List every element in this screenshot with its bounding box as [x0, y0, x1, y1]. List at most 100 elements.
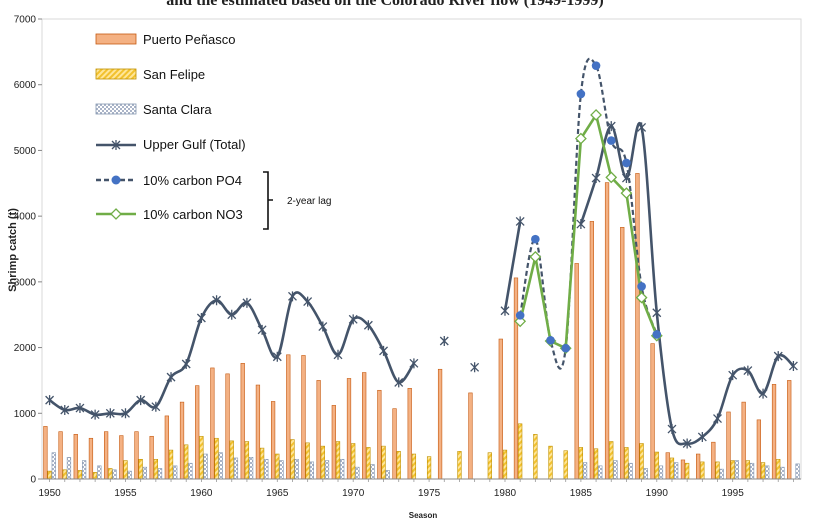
legend-marker-po4 [111, 175, 121, 185]
bar-santa-clara [628, 462, 633, 480]
bar-santa-clara [218, 452, 223, 480]
bar-puerto-penasco [635, 173, 640, 480]
bar-puerto-penasco [58, 431, 63, 480]
po4-marker [622, 158, 631, 168]
upper-gulf-marker [470, 362, 480, 373]
x-tick-label: 1970 [342, 488, 365, 499]
bar-santa-clara [613, 460, 618, 480]
bar-santa-clara [279, 460, 284, 480]
upper-gulf-marker [272, 351, 282, 362]
upper-gulf-marker [212, 295, 222, 306]
y-tick-label: 3000 [14, 277, 37, 288]
upper-gulf-marker [697, 431, 707, 442]
y-tick-label: 1000 [14, 409, 37, 420]
bar-puerto-penasco [620, 227, 625, 480]
upper-gulf-marker [136, 395, 146, 406]
bar-puerto-penasco [589, 221, 595, 480]
bar-puerto-penasco [726, 411, 731, 480]
po4-marker [546, 336, 555, 345]
bar-puerto-penasco [787, 380, 792, 480]
legend: Puerto Peñasco San Felipe Santa Clara Up… [95, 32, 331, 230]
upper-gulf-marker [743, 365, 753, 376]
y-tick-label: 6000 [14, 80, 37, 91]
legend-marker-upper-gulf [111, 140, 121, 150]
bar-puerto-penasco [665, 452, 670, 480]
bar-santa-clara [734, 460, 740, 480]
legend-label-no3: 10% carbon NO3 [143, 207, 243, 222]
bar-santa-clara [780, 466, 785, 480]
bar-santa-clara [309, 461, 314, 480]
bar-san-felipe [108, 468, 113, 480]
bar-san-felipe [502, 449, 508, 480]
x-axis-label: Season [409, 511, 438, 520]
bar-puerto-penasco [270, 401, 276, 480]
upper-gulf-marker [409, 358, 419, 369]
x-tick-label: 1995 [722, 488, 745, 499]
po4-marker [591, 61, 601, 70]
upper-gulf-marker [227, 309, 237, 320]
legend-label-puerto-penasco: Puerto Peñasco [143, 32, 236, 47]
x-tick-label: 1960 [190, 488, 213, 499]
bar-san-felipe [290, 439, 295, 480]
bar-san-felipe [168, 449, 174, 480]
bar-san-felipe [654, 451, 659, 480]
no3-marker [529, 250, 542, 263]
bar-san-felipe [138, 458, 143, 480]
bar-puerto-penasco [346, 378, 352, 480]
bar-santa-clara [157, 468, 163, 480]
po4-marker [637, 282, 646, 291]
bar-san-felipe [715, 461, 720, 480]
bar-santa-clara [658, 465, 664, 480]
y-tick-label: 0 [30, 475, 36, 486]
bar-san-felipe [77, 470, 83, 480]
bar-santa-clara [719, 468, 724, 480]
bar-puerto-penasco [301, 355, 306, 480]
x-tick-label: 1990 [646, 488, 669, 499]
bar-san-felipe [244, 441, 250, 480]
bar-puerto-penasco [392, 408, 397, 480]
bar-san-felipe [320, 445, 325, 480]
bar-san-felipe [518, 423, 523, 480]
upper-gulf-marker [363, 320, 373, 331]
bar-santa-clara [795, 463, 800, 480]
bar-puerto-penasco [377, 389, 382, 480]
lag-bracket-label: 2-year lag [287, 196, 331, 207]
upper-gulf-marker [257, 324, 267, 335]
bar-puerto-penasco [73, 434, 78, 480]
bar-san-felipe [609, 441, 614, 480]
x-tick-label: 1980 [494, 488, 517, 499]
bar-puerto-penasco [711, 441, 716, 480]
upper-gulf-marker [439, 336, 449, 346]
no3-marker [590, 109, 602, 121]
upper-gulf-marker [576, 219, 586, 230]
bar-puerto-penasco [498, 338, 503, 480]
upper-gulf-marker [637, 122, 647, 133]
po4-marker [652, 330, 662, 339]
upper-gulf-marker [166, 372, 176, 383]
bar-san-felipe [275, 453, 280, 480]
upper-gulf-marker [196, 313, 206, 323]
bar-puerto-penasco [179, 401, 185, 480]
bar-puerto-penasco [134, 431, 139, 480]
po4-marker [515, 311, 525, 320]
bar-puerto-penasco [407, 388, 412, 480]
bar-santa-clara [66, 457, 72, 480]
upper-gulf-marker [758, 388, 768, 399]
bar-puerto-penasco [240, 363, 245, 480]
bar-puerto-penasco [331, 405, 336, 480]
bar-san-felipe [396, 451, 401, 480]
upper-gulf-marker [288, 291, 297, 302]
bar-puerto-penasco [437, 368, 443, 480]
upper-gulf-marker [303, 296, 313, 307]
bar-puerto-penasco [362, 372, 367, 480]
bar-san-felipe [487, 452, 492, 480]
bar-san-felipe [411, 453, 417, 480]
po4-marker [561, 343, 571, 353]
bar-santa-clara [97, 465, 102, 480]
bar-san-felipe [123, 460, 128, 480]
upper-gulf-marker [500, 305, 510, 316]
bar-santa-clara [294, 458, 299, 480]
bar-san-felipe [335, 441, 341, 480]
bar-san-felipe [229, 440, 234, 480]
